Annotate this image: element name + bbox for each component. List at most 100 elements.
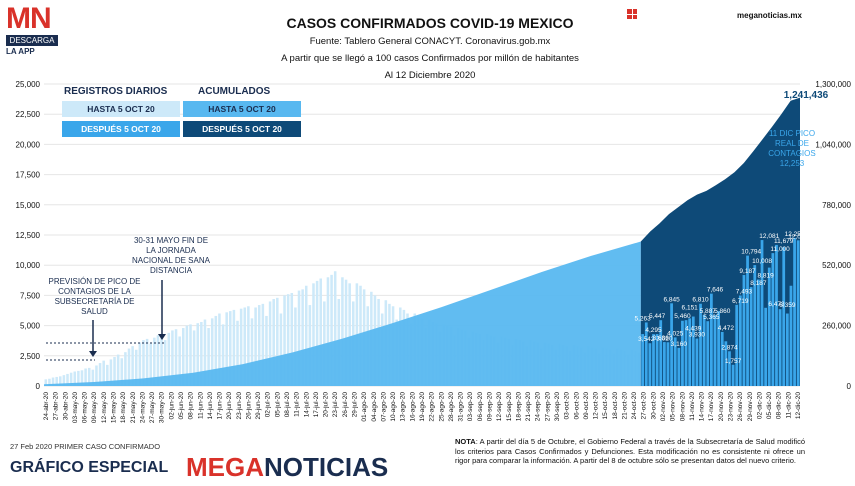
data-label: 7,493 [736, 288, 753, 295]
x-tick-label: 27-sep-20 [544, 392, 551, 422]
daily-bar-before [286, 294, 290, 386]
daily-bar-before [210, 318, 214, 386]
x-tick-label: 26-nov-20 [737, 392, 744, 422]
daily-bar-before [214, 315, 218, 386]
daily-bar-after [796, 240, 800, 386]
x-tick-label: 23-jul-20 [332, 392, 339, 418]
x-tick-label: 22-ago-20 [429, 392, 436, 422]
daily-bar-after [684, 320, 688, 386]
daily-bar-after [717, 311, 720, 386]
x-tick-label: 08-jun-20 [188, 392, 195, 420]
data-label: 6,845 [663, 296, 680, 303]
daily-bar-before [59, 376, 62, 386]
data-label: 6,151 [682, 305, 699, 312]
daily-bar-after [655, 334, 659, 386]
left-tick-label: 10,000 [16, 261, 41, 270]
x-tick-label: 29-nov-20 [747, 392, 754, 422]
brand-left: MEGA [186, 452, 264, 482]
brand-logo: MN DESCARGA LA APP [6, 4, 58, 56]
x-tick-label: 04-ago-20 [371, 392, 378, 422]
x-tick-label: 26-jun-20 [245, 392, 252, 420]
daily-bar-after [681, 320, 684, 386]
right-tick-label: 1,300,000 [815, 80, 851, 89]
daily-bar-before [265, 315, 268, 386]
daily-bar-before [268, 301, 272, 386]
daily-bar-before [102, 360, 105, 386]
x-tick-label: 11-nov-20 [689, 392, 696, 421]
jornada-arrowhead [158, 334, 166, 340]
x-tick-label: 23-jun-20 [236, 392, 243, 420]
daily-bar-after [731, 364, 735, 386]
data-label: 6,810 [692, 297, 709, 304]
daily-bar-after [782, 247, 786, 386]
daily-bar-before [160, 334, 163, 386]
data-label: 11,679 [774, 238, 794, 245]
peak-prediction-annotation: PREVISIÓN DE PICO DE CONTAGIOS DE LA SUB… [48, 277, 141, 316]
legend-daily-title: REGISTROS DIARIOS [64, 86, 168, 97]
daily-bar-before [138, 342, 142, 386]
x-tick-label: 29-jun-20 [255, 392, 262, 420]
data-label: 12,057 [788, 233, 808, 240]
x-tick-label: 24-abr-20 [43, 392, 50, 421]
data-label: 5,263 [635, 315, 652, 322]
daily-bar-after [789, 285, 793, 386]
daily-bar-before [153, 337, 156, 386]
x-tick-label: 21-may-20 [130, 392, 137, 423]
daily-bar-after [746, 255, 749, 386]
data-label: 12,081 [759, 233, 779, 240]
daily-bar-before [243, 307, 247, 386]
x-tick-label: 18-may-20 [120, 392, 127, 423]
daily-bar-before [174, 329, 178, 386]
x-tick-label: 27-abr-20 [53, 392, 60, 421]
daily-bar-before [203, 319, 207, 386]
daily-bar-after [673, 337, 677, 386]
daily-bar-after [738, 295, 742, 386]
left-tick-label: 0 [36, 382, 41, 391]
daily-bar-before [315, 280, 319, 386]
daily-bar-before [167, 332, 171, 386]
x-tick-label: 09-sep-20 [486, 392, 493, 422]
daily-bar-before [66, 373, 69, 386]
daily-bar-before [109, 359, 113, 386]
left-tick-label: 25,000 [16, 80, 41, 89]
data-label: 11,000 [770, 246, 790, 253]
logo-text: MN [6, 2, 52, 35]
footer-note-text: : A partir del día 5 de Octubre, el Gobi… [455, 437, 805, 465]
x-tick-label: 12-oct-20 [593, 392, 600, 420]
x-tick-label: 15-sep-20 [506, 392, 513, 422]
x-tick-label: 03-oct-20 [564, 392, 571, 420]
daily-bar-after [702, 314, 706, 386]
x-tick-label: 08-nov-20 [679, 392, 686, 422]
data-label: 1,757 [725, 358, 742, 365]
data-label: 7,646 [707, 287, 724, 294]
peak-prediction-arrowhead [89, 351, 97, 357]
right-tick-label: 0 [847, 382, 852, 391]
daily-bar-before [239, 308, 243, 386]
final-cumulative-label: 1,241,436 [784, 90, 829, 101]
x-tick-label: 21-sep-20 [525, 392, 532, 422]
left-tick-label: 5,000 [20, 322, 41, 331]
data-label: 3,542 [638, 336, 655, 343]
x-tick-label: 06-oct-20 [573, 392, 580, 420]
daily-bar-after [691, 316, 695, 386]
cumulative-area-after [640, 97, 800, 387]
daily-bar-after [749, 287, 753, 386]
x-tick-label: 12-sep-20 [496, 392, 503, 422]
data-label: 6,359 [779, 302, 796, 309]
daily-bar-before [279, 313, 283, 386]
x-tick-label: 08-dic-20 [776, 392, 783, 419]
right-tick-label: 520,000 [822, 261, 851, 270]
x-tick-label: 14-jul-20 [303, 392, 310, 418]
daily-bar-after [677, 347, 681, 386]
daily-bar-before [308, 305, 312, 386]
left-tick-label: 20,000 [16, 140, 41, 149]
x-tick-label: 20-jun-20 [226, 392, 233, 420]
data-label: 10,008 [752, 258, 772, 265]
x-tick-label: 27-may-20 [149, 392, 156, 423]
x-tick-label: 15-may-20 [110, 392, 117, 423]
daily-bar-after [710, 293, 713, 386]
daily-bar-before [319, 278, 322, 386]
x-tick-label: 05-nov-20 [670, 392, 677, 422]
jornada-annotation: 30-31 MAYO FIN DE LA JORNADA NACIONAL DE… [132, 236, 210, 275]
